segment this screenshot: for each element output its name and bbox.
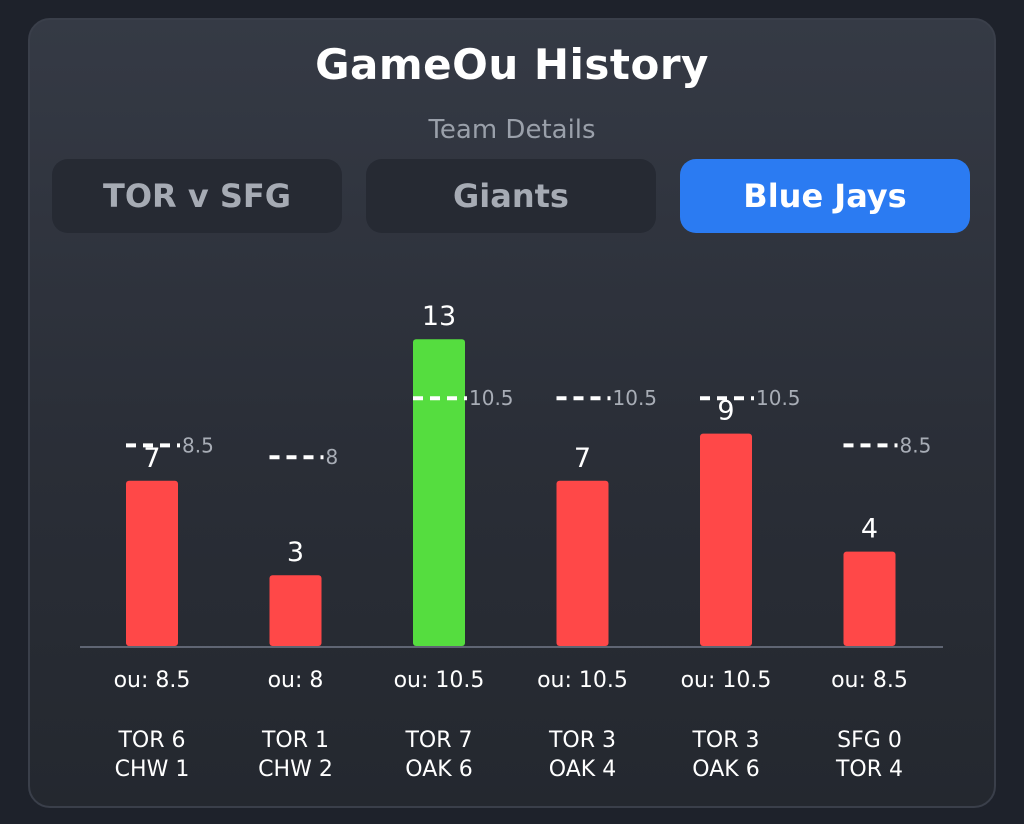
score-top-label: TOR 1	[261, 728, 329, 753]
bar-game-4	[556, 480, 609, 646]
ou-axis-label: ou: 10.5	[537, 668, 628, 693]
score-top-label: SFG 0	[837, 728, 902, 753]
score-bottom-label: CHW 1	[115, 757, 190, 782]
bar-game-3	[413, 339, 465, 646]
ou-line-label: 8.5	[182, 433, 214, 457]
ou-line-label: 10.5	[469, 386, 514, 410]
ou-line-label: 10.5	[613, 386, 658, 410]
score-bottom-label: CHW 2	[258, 757, 333, 782]
score-bottom-label: TOR 4	[835, 757, 903, 782]
score-top-label: TOR 6	[117, 728, 185, 753]
tab-blue-jays[interactable]: Blue Jays	[680, 159, 970, 233]
tab-matchup[interactable]: TOR v SFG	[52, 159, 342, 233]
tab-giants[interactable]: Giants	[366, 159, 656, 233]
page-subtitle: Team Details	[428, 115, 596, 145]
score-bottom-label: OAK 4	[549, 757, 616, 782]
bar-game-5	[700, 433, 752, 646]
ou-axis-label: ou: 8	[268, 668, 324, 693]
ou-axis-label: ou: 10.5	[681, 668, 772, 693]
bar-value-label: 7	[143, 443, 160, 474]
ou-line-label: 8	[326, 445, 339, 469]
bar-value-label: 9	[717, 396, 734, 427]
bar-value-label: 13	[422, 301, 456, 332]
bar-game-2	[269, 575, 322, 646]
bar-value-label: 7	[574, 443, 591, 474]
score-top-label: TOR 7	[404, 728, 472, 753]
bar-game-6	[843, 551, 896, 646]
ou-axis-label: ou: 8.5	[114, 668, 191, 693]
score-bottom-label: OAK 6	[405, 757, 472, 782]
score-top-label: TOR 3	[548, 728, 616, 753]
bar-value-label: 3	[287, 537, 304, 568]
page-title: GameOu History	[315, 40, 709, 89]
ou-axis-label: ou: 8.5	[831, 668, 908, 693]
ou-line-label: 8.5	[900, 433, 932, 457]
bar-value-label: 4	[861, 514, 878, 545]
game-history-card	[28, 18, 996, 808]
score-top-label: TOR 3	[691, 728, 759, 753]
score-bottom-label: OAK 6	[692, 757, 759, 782]
ou-axis-label: ou: 10.5	[394, 668, 485, 693]
bar-game-1	[126, 480, 178, 646]
ou-line-label: 10.5	[756, 386, 801, 410]
